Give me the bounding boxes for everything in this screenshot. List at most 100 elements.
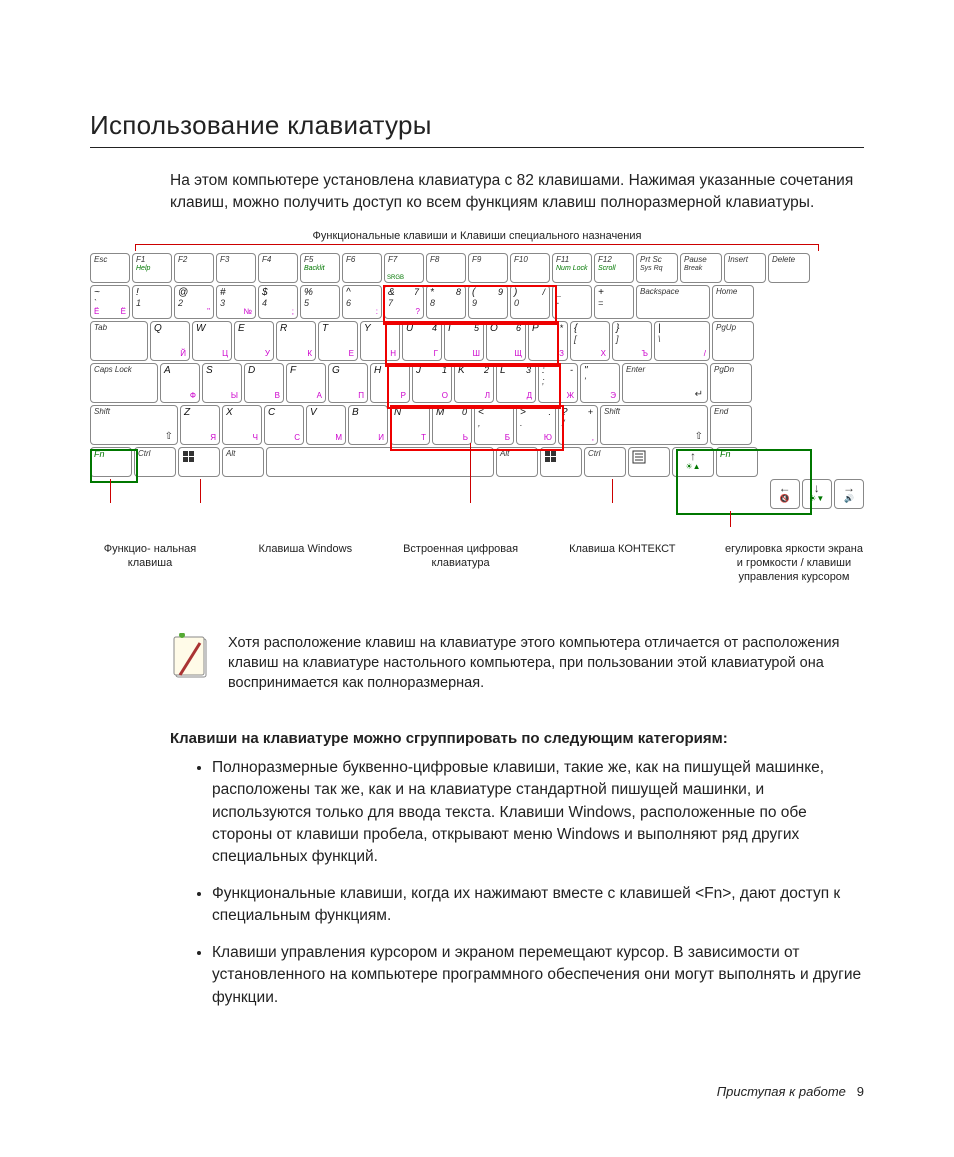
key: F11Num Lock	[552, 253, 592, 283]
key: (99	[468, 285, 508, 319]
key: F5Backlit	[300, 253, 340, 283]
key	[540, 447, 582, 477]
key: Backspace	[636, 285, 710, 319]
key: F4	[258, 253, 298, 283]
key: M0Ь	[432, 405, 472, 445]
key: &77?	[384, 285, 424, 319]
key: BИ	[348, 405, 388, 445]
key: Prt ScSys Rq	[636, 253, 678, 283]
key: ZЯ	[180, 405, 220, 445]
key: O6Щ	[486, 321, 526, 361]
page-footer: Приступая к работе 9	[717, 1084, 864, 1099]
key: "'Э	[580, 363, 620, 403]
key	[178, 447, 220, 477]
fn-row-label: Функциональные клавиши и Клавиши специал…	[90, 230, 864, 242]
key: >..Ю	[516, 405, 556, 445]
key: ↑☀▲	[672, 447, 714, 477]
list-item: Полноразмерные буквенно-цифровые клавиши…	[212, 757, 864, 869]
key: @2"	[174, 285, 214, 319]
key: _-	[552, 285, 592, 319]
key: Caps Lock	[90, 363, 158, 403]
key: *88	[426, 285, 466, 319]
callout-row: Функцио- нальная клавиша Клавиша Windows…	[90, 543, 864, 584]
key: K2Л	[454, 363, 494, 403]
key: VМ	[306, 405, 346, 445]
key	[628, 447, 670, 477]
key: {[Х	[570, 321, 610, 361]
key: L3Д	[496, 363, 536, 403]
list-item: Функциональные клавиши, когда их нажимаю…	[212, 883, 864, 928]
key: TЕ	[318, 321, 358, 361]
key: )0/	[510, 285, 550, 319]
subheading: Клавиши на клавиатуре можно сгруппироват…	[170, 730, 864, 747]
windows-icon	[544, 450, 578, 466]
categories-list: Полноразмерные буквенно-цифровые клавиши…	[190, 757, 864, 1010]
key: Tab	[90, 321, 148, 361]
key: ←🔇	[770, 479, 800, 509]
key: #3№	[216, 285, 256, 319]
callout-line	[470, 443, 471, 503]
key: F9	[468, 253, 508, 283]
key: FА	[286, 363, 326, 403]
key: RК	[276, 321, 316, 361]
key: F3	[216, 253, 256, 283]
key: Alt	[496, 447, 538, 477]
key: F1Help	[132, 253, 172, 283]
key: End	[710, 405, 752, 445]
key: Fn	[90, 447, 132, 477]
callout-line	[612, 479, 613, 503]
key: QЙ	[150, 321, 190, 361]
page-title: Использование клавиатуры	[90, 110, 864, 141]
key: Delete	[768, 253, 810, 283]
key: SЫ	[202, 363, 242, 403]
key: XЧ	[222, 405, 262, 445]
footer-title: Приступая к работе	[717, 1084, 846, 1099]
key: I5Ш	[444, 321, 484, 361]
windows-icon	[182, 450, 216, 466]
key: <,Б	[474, 405, 514, 445]
intro-paragraph: На этом компьютере установлена клавиатур…	[170, 170, 864, 215]
key: PgUp	[712, 321, 754, 361]
note-text: Хотя расположение клавиш на клавиатуре э…	[228, 633, 864, 694]
key: Home	[712, 285, 754, 319]
title-rule	[90, 147, 864, 148]
key: :;-Ж	[538, 363, 578, 403]
key: Shift⇧	[90, 405, 178, 445]
key: ^6:	[342, 285, 382, 319]
callout-line	[200, 479, 201, 503]
footer-page: 9	[857, 1084, 864, 1099]
callout-numpad: Встроенная цифровая клавиатура	[401, 543, 521, 584]
key: %5	[300, 285, 340, 319]
callout-win: Клавиша Windows	[259, 543, 353, 584]
key: EУ	[234, 321, 274, 361]
key: F10	[510, 253, 550, 283]
key: PgDn	[710, 363, 752, 403]
callout-fn: Функцио- нальная клавиша	[90, 543, 210, 584]
context-menu-icon	[632, 450, 666, 466]
keyboard-diagram: EscF1HelpF2F3F4F5BacklitF6F7SRGBF8F9F10F…	[90, 253, 864, 509]
key: U4Г	[402, 321, 442, 361]
key: F2	[174, 253, 214, 283]
key: PauseBreak	[680, 253, 722, 283]
list-item: Клавиши управления курсором и экраном пе…	[212, 942, 864, 1009]
key: F6	[342, 253, 382, 283]
key: GП	[328, 363, 368, 403]
key: →🔊	[834, 479, 864, 509]
key: HР	[370, 363, 410, 403]
callout-arrows: егулировка яркости экрана и громкости / …	[724, 543, 864, 584]
key: DВ	[244, 363, 284, 403]
key: Esc	[90, 253, 130, 283]
callout-line	[110, 479, 111, 503]
key: Enter↵	[622, 363, 708, 403]
note-block: Хотя расположение клавиш на клавиатуре э…	[170, 633, 864, 694]
key: !1	[132, 285, 172, 319]
key: }]Ъ	[612, 321, 652, 361]
note-icon	[170, 633, 212, 686]
key: |\/	[654, 321, 710, 361]
key: F12Scroll	[594, 253, 634, 283]
key: Alt	[222, 447, 264, 477]
key: F7SRGB	[384, 253, 424, 283]
key: WЦ	[192, 321, 232, 361]
key	[266, 447, 494, 477]
key: Ctrl	[134, 447, 176, 477]
